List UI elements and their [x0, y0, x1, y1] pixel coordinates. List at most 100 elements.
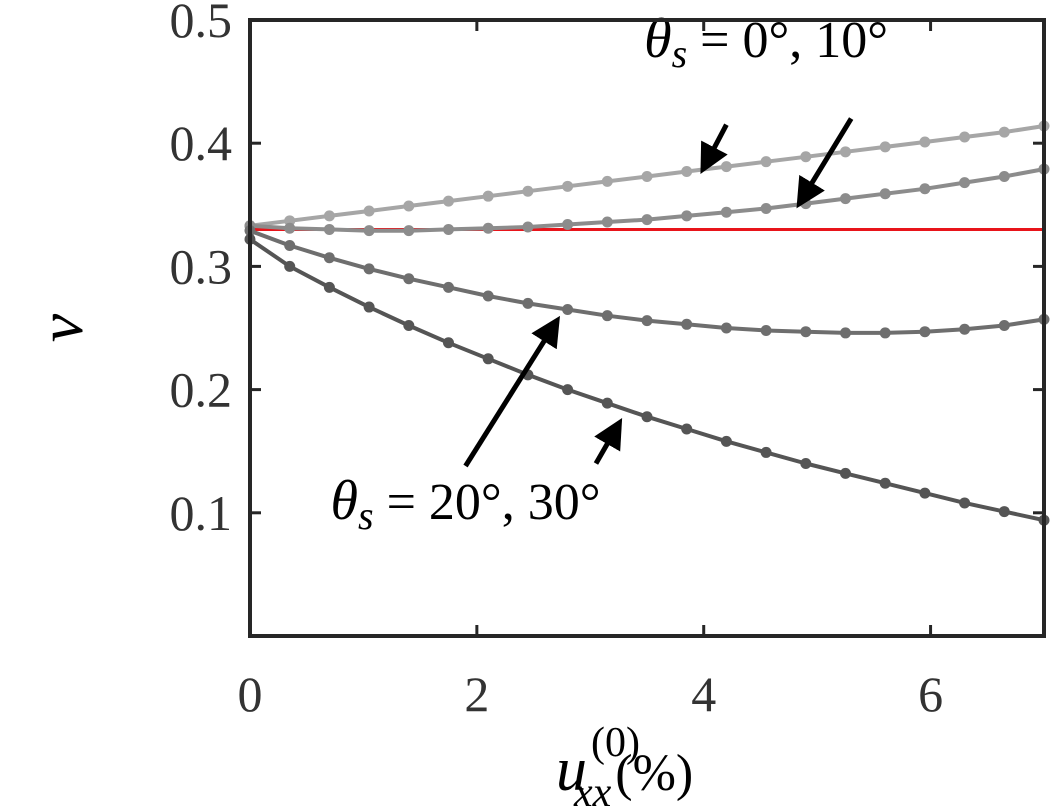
x-tick-label: 6	[918, 666, 943, 722]
data-point	[760, 202, 772, 214]
data-point	[959, 323, 971, 335]
x-axis-label: u (0) xx (%)	[556, 720, 693, 811]
y-tick-label: 0.1	[170, 485, 233, 541]
data-point	[840, 327, 851, 339]
x-axis-label-unit: (%)	[615, 745, 693, 802]
data-point	[562, 219, 574, 231]
data-point	[482, 353, 494, 365]
data-point	[959, 131, 971, 143]
data-point	[919, 487, 931, 499]
data-point	[443, 223, 454, 235]
data-point	[323, 252, 335, 264]
x-axis-label-subscript: xx	[573, 770, 612, 811]
data-point	[681, 423, 693, 435]
series-4	[244, 233, 1050, 526]
data-point	[681, 318, 693, 330]
data-point	[522, 221, 534, 233]
y-axis-label: ν	[25, 313, 96, 342]
data-point	[562, 180, 574, 192]
data-point	[443, 337, 454, 349]
data-point	[403, 320, 415, 332]
annotation-symbol: θ	[331, 470, 359, 532]
y-tick-label: 0.3	[170, 238, 233, 294]
data-point	[284, 260, 296, 272]
data-point	[998, 320, 1010, 332]
data-point	[879, 141, 891, 153]
data-point	[601, 175, 613, 187]
annotation-subscript: s	[672, 31, 688, 76]
data-point	[323, 210, 335, 222]
annotation-label: θs = 20°, 30°	[331, 470, 601, 538]
data-point	[760, 446, 772, 458]
series-2	[244, 163, 1050, 237]
data-point	[601, 216, 613, 228]
data-point	[562, 384, 574, 396]
data-point	[800, 326, 812, 338]
data-point	[482, 222, 494, 234]
data-point	[998, 506, 1010, 518]
x-tick-label: 0	[238, 666, 263, 722]
annotation-2: θs = 20°, 30°	[331, 315, 623, 538]
annotation-arrow	[463, 315, 560, 468]
data-point	[641, 315, 653, 327]
data-point	[522, 185, 534, 197]
data-point	[720, 161, 732, 173]
y-tick-label: 0.2	[170, 362, 233, 418]
data-point	[403, 273, 415, 285]
data-point	[562, 304, 574, 316]
x-axis-label-superscript: (0)	[591, 720, 640, 766]
x-tick-label: 4	[691, 666, 716, 722]
data-point	[919, 136, 931, 148]
series-layer	[244, 120, 1050, 526]
data-point	[403, 225, 415, 237]
plot-frame	[248, 18, 1046, 638]
data-point	[760, 156, 772, 168]
x-tick-label: 2	[464, 666, 489, 722]
data-point	[681, 166, 693, 178]
data-point	[919, 326, 931, 338]
data-point	[959, 497, 971, 509]
data-point	[879, 477, 891, 489]
data-point	[403, 200, 415, 212]
annotation-subscript: s	[358, 493, 374, 538]
data-point	[601, 310, 613, 322]
data-point	[720, 322, 732, 334]
y-tick-label: 0.4	[170, 115, 233, 171]
data-point	[879, 188, 891, 200]
annotation-symbol: θ	[644, 8, 672, 70]
tick-layer: 0 2 4 6 0.1 0.2 0.3 0.4 0.5	[170, 0, 1044, 722]
data-point	[323, 223, 335, 235]
data-point	[720, 435, 732, 447]
data-point	[522, 297, 534, 309]
data-point	[760, 324, 772, 336]
data-point	[641, 170, 653, 182]
data-point	[998, 126, 1010, 138]
data-point	[998, 170, 1010, 182]
data-point	[879, 327, 891, 339]
data-point	[363, 205, 375, 217]
data-point	[840, 467, 851, 479]
data-point	[800, 151, 812, 163]
data-point	[443, 281, 454, 293]
data-point	[443, 195, 454, 207]
annotation-arrow	[700, 123, 729, 175]
data-point	[840, 193, 851, 205]
annotation-text: = 20°, 30°	[374, 474, 601, 531]
data-point	[800, 458, 812, 470]
annotation-arrow	[796, 117, 854, 209]
data-point	[681, 210, 693, 222]
annotation-arrow	[593, 418, 623, 465]
data-point	[284, 222, 296, 234]
data-point	[284, 239, 296, 251]
data-point	[720, 206, 732, 218]
data-point	[482, 190, 494, 202]
x-axis-label-symbol: u	[556, 736, 587, 804]
series-line	[248, 237, 1045, 523]
series-3	[244, 225, 1050, 339]
data-point	[363, 301, 375, 313]
data-point	[601, 397, 613, 409]
data-point	[840, 146, 851, 158]
data-point	[641, 411, 653, 423]
data-point	[323, 281, 335, 293]
